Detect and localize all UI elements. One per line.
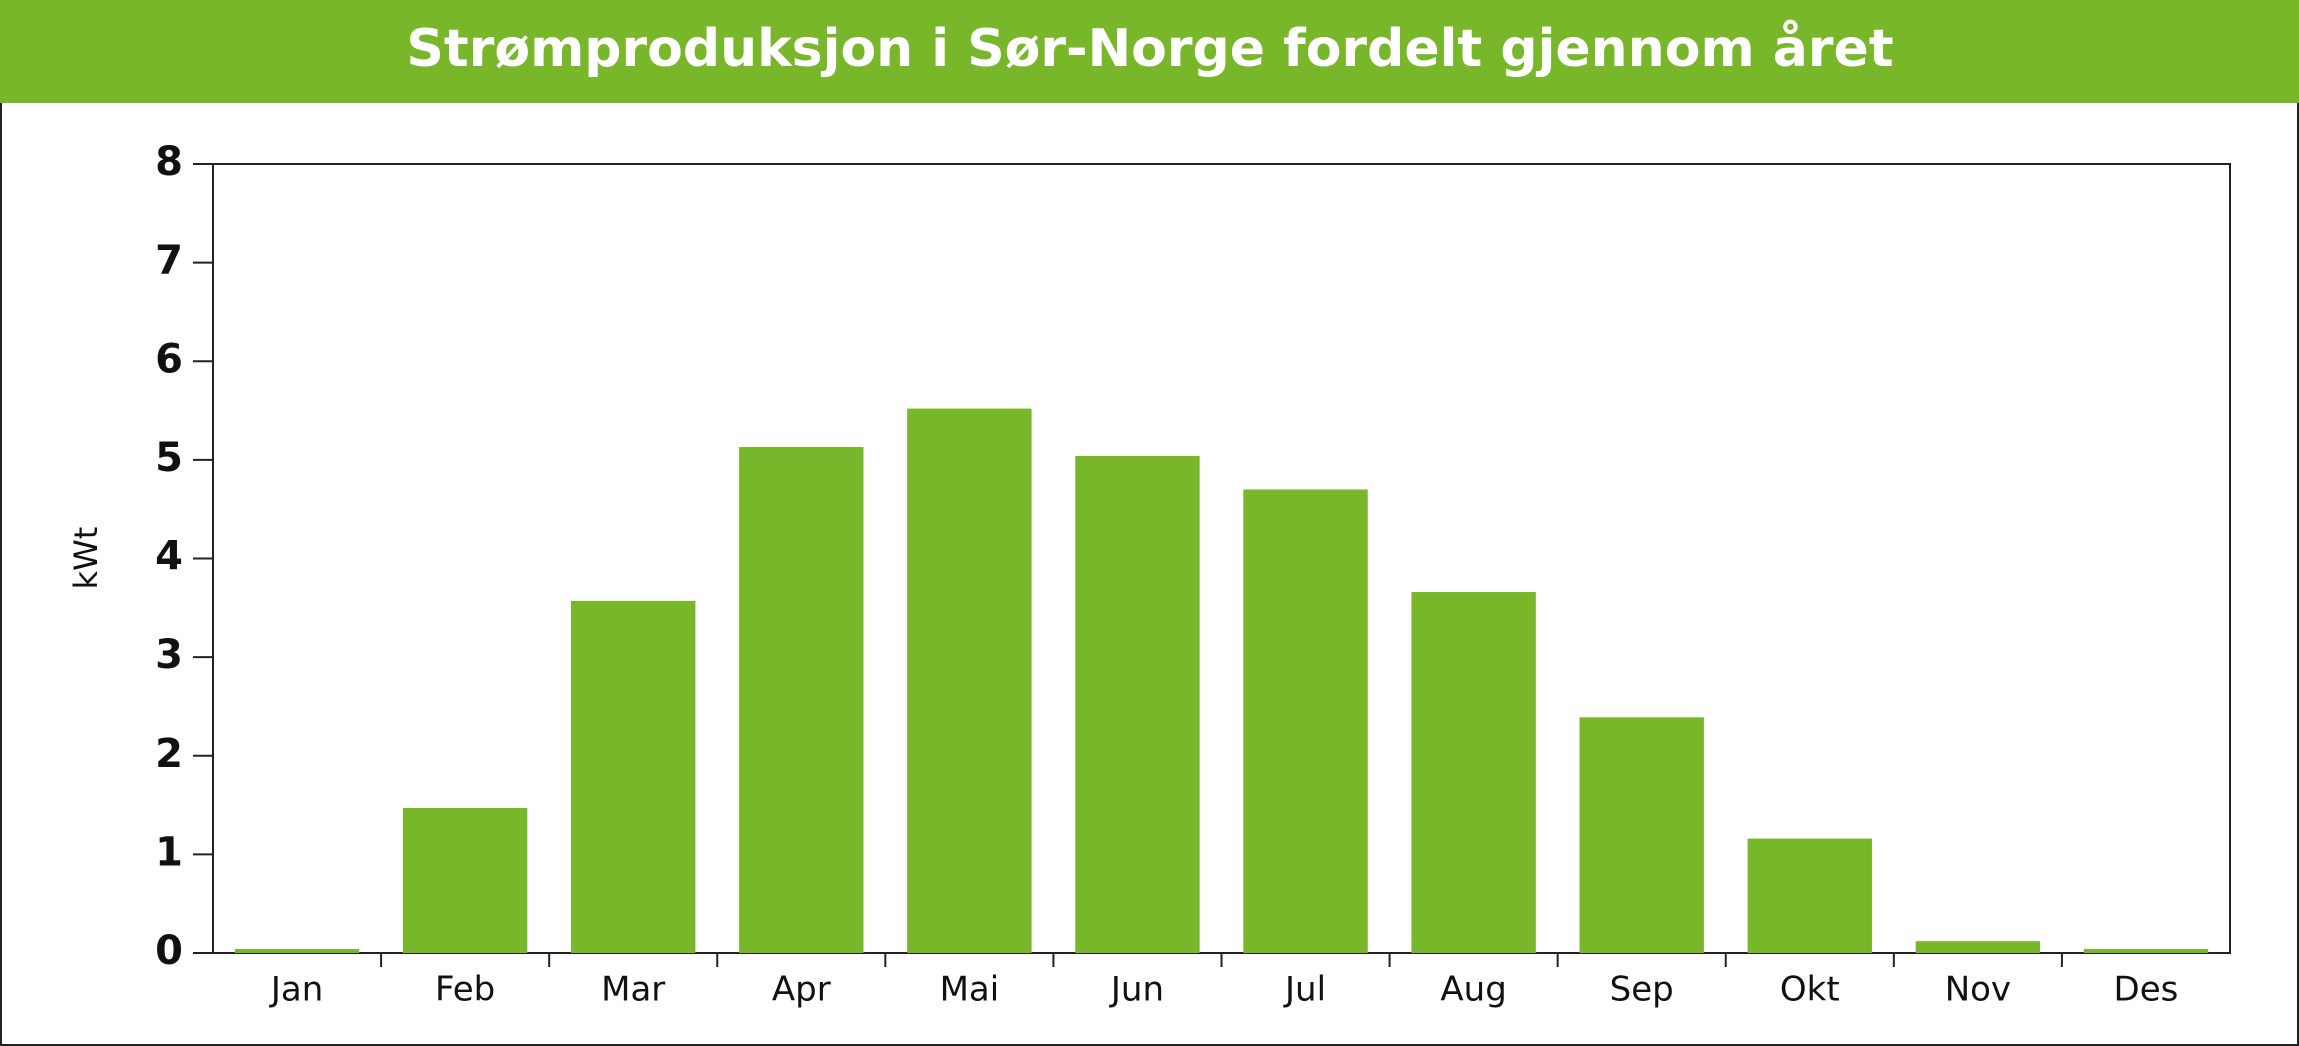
- y-tick-label: 8: [155, 139, 183, 185]
- bar: [2083, 949, 2209, 953]
- bar: [1747, 838, 1872, 953]
- x-tick-label: Sep: [1610, 970, 1674, 1010]
- bar: [739, 447, 864, 953]
- x-tick-label: Jan: [269, 970, 323, 1010]
- x-tick-label: Apr: [772, 970, 831, 1010]
- bar: [1411, 592, 1536, 953]
- bar: [234, 949, 360, 953]
- x-tick-label: Aug: [1440, 970, 1506, 1010]
- x-tick-label: Nov: [1945, 970, 2011, 1010]
- title-bar: [0, 0, 2299, 103]
- bar: [1243, 489, 1368, 953]
- bar: [1915, 941, 2041, 953]
- bar: [1579, 717, 1704, 953]
- y-tick-label: 5: [155, 435, 183, 481]
- y-tick-label: 6: [155, 336, 183, 382]
- x-tick-label: Des: [2114, 970, 2179, 1010]
- x-tick-label: Mai: [940, 970, 1000, 1010]
- y-axis-label: kWt: [67, 527, 105, 590]
- x-tick-label: Jul: [1283, 970, 1326, 1010]
- y-tick-label: 0: [155, 928, 183, 974]
- bar: [402, 808, 528, 953]
- bar: [1075, 455, 1200, 953]
- y-tick-label: 7: [155, 238, 183, 284]
- bar: [571, 600, 696, 953]
- chart-title: Strømproduksjon i Sør-Norge fordelt gjen…: [406, 19, 1893, 79]
- y-tick-label: 1: [155, 829, 183, 875]
- x-tick-label: Okt: [1780, 970, 1840, 1010]
- x-tick-label: Jun: [1109, 970, 1164, 1010]
- y-tick-label: 3: [155, 632, 183, 678]
- y-tick-label: 4: [155, 534, 183, 580]
- x-tick-label: Mar: [601, 970, 665, 1010]
- bar: [907, 408, 1032, 954]
- x-tick-label: Feb: [435, 970, 495, 1010]
- y-tick-label: 2: [155, 731, 183, 777]
